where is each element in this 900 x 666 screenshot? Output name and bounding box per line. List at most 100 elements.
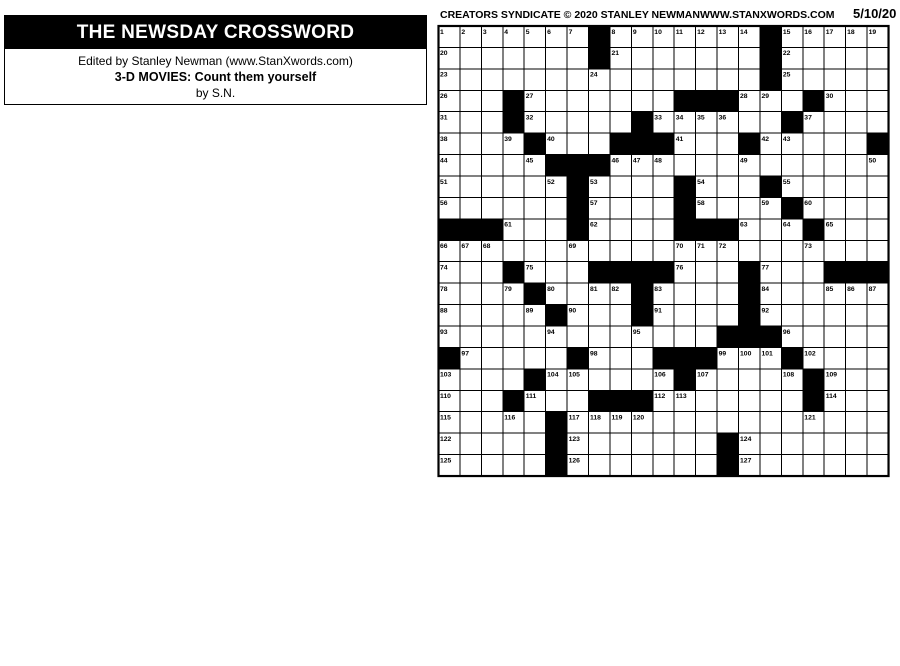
svg-text:73: 73 (804, 243, 812, 250)
svg-text:25: 25 (783, 72, 791, 79)
svg-text:10: 10 (654, 29, 662, 36)
svg-text:15: 15 (783, 29, 791, 36)
svg-text:113: 113 (676, 393, 687, 400)
svg-text:112: 112 (654, 393, 665, 400)
svg-text:27: 27 (526, 93, 534, 100)
svg-text:99: 99 (719, 350, 727, 357)
svg-text:116: 116 (504, 415, 515, 422)
svg-text:106: 106 (654, 372, 666, 379)
svg-text:55: 55 (783, 179, 791, 186)
svg-text:98: 98 (590, 350, 598, 357)
svg-text:53: 53 (590, 179, 598, 186)
svg-text:29: 29 (761, 93, 769, 100)
svg-text:31: 31 (440, 115, 448, 122)
svg-text:119: 119 (611, 415, 622, 422)
svg-text:1: 1 (440, 29, 444, 36)
svg-text:14: 14 (740, 29, 748, 36)
svg-text:47: 47 (633, 157, 641, 164)
svg-text:111: 111 (526, 393, 537, 400)
svg-text:105: 105 (569, 372, 581, 379)
svg-text:12: 12 (697, 29, 705, 36)
svg-text:23: 23 (440, 72, 448, 79)
svg-text:74: 74 (440, 265, 448, 272)
svg-text:68: 68 (483, 243, 491, 250)
svg-text:77: 77 (761, 265, 769, 272)
svg-text:7: 7 (569, 29, 573, 36)
svg-text:103: 103 (440, 372, 452, 379)
svg-text:30: 30 (826, 93, 834, 100)
svg-text:41: 41 (676, 136, 684, 143)
svg-text:57: 57 (590, 200, 598, 207)
svg-text:78: 78 (440, 286, 448, 293)
svg-text:36: 36 (719, 115, 727, 122)
svg-text:124: 124 (740, 436, 752, 443)
svg-text:58: 58 (697, 200, 705, 207)
svg-text:101: 101 (761, 350, 773, 357)
svg-text:19: 19 (869, 29, 877, 36)
svg-text:71: 71 (697, 243, 705, 250)
svg-text:121: 121 (804, 415, 816, 422)
svg-text:44: 44 (440, 157, 448, 164)
svg-text:24: 24 (590, 72, 598, 79)
svg-text:81: 81 (590, 286, 598, 293)
svg-text:118: 118 (590, 415, 601, 422)
svg-text:87: 87 (869, 286, 877, 293)
svg-text:115: 115 (440, 415, 451, 422)
svg-text:96: 96 (783, 329, 791, 336)
svg-text:90: 90 (569, 307, 577, 314)
svg-text:64: 64 (783, 222, 791, 229)
svg-text:88: 88 (440, 307, 448, 314)
svg-text:42: 42 (761, 136, 769, 143)
svg-text:66: 66 (440, 243, 448, 250)
svg-text:35: 35 (697, 115, 705, 122)
svg-text:82: 82 (611, 286, 619, 293)
svg-text:49: 49 (740, 157, 748, 164)
svg-text:65: 65 (826, 222, 834, 229)
svg-text:62: 62 (590, 222, 598, 229)
svg-text:46: 46 (611, 157, 619, 164)
svg-text:86: 86 (847, 286, 855, 293)
svg-text:9: 9 (633, 29, 637, 36)
svg-text:125: 125 (440, 457, 452, 464)
svg-text:84: 84 (761, 286, 769, 293)
svg-text:85: 85 (826, 286, 834, 293)
svg-text:18: 18 (847, 29, 855, 36)
svg-text:80: 80 (547, 286, 555, 293)
svg-text:37: 37 (804, 115, 812, 122)
svg-text:67: 67 (461, 243, 469, 250)
svg-text:120: 120 (633, 415, 645, 422)
svg-text:56: 56 (440, 200, 448, 207)
svg-text:16: 16 (804, 29, 812, 36)
svg-text:8: 8 (611, 29, 615, 36)
svg-text:104: 104 (547, 372, 559, 379)
svg-text:79: 79 (504, 286, 512, 293)
svg-text:17: 17 (826, 29, 834, 36)
svg-text:45: 45 (526, 157, 534, 164)
svg-text:93: 93 (440, 329, 448, 336)
svg-text:117: 117 (569, 415, 580, 422)
svg-text:83: 83 (654, 286, 662, 293)
svg-text:59: 59 (761, 200, 769, 207)
svg-text:100: 100 (740, 350, 752, 357)
svg-text:94: 94 (547, 329, 555, 336)
svg-text:76: 76 (676, 265, 684, 272)
svg-text:51: 51 (440, 179, 448, 186)
svg-text:109: 109 (826, 372, 838, 379)
svg-text:92: 92 (761, 307, 769, 314)
svg-text:26: 26 (440, 93, 448, 100)
svg-text:97: 97 (461, 350, 469, 357)
svg-text:32: 32 (526, 115, 534, 122)
svg-text:28: 28 (740, 93, 748, 100)
svg-text:122: 122 (440, 436, 452, 443)
svg-text:126: 126 (569, 457, 581, 464)
svg-text:2: 2 (461, 29, 465, 36)
svg-text:123: 123 (569, 436, 581, 443)
svg-text:127: 127 (740, 457, 752, 464)
svg-text:39: 39 (504, 136, 512, 143)
svg-text:11: 11 (676, 29, 683, 36)
svg-text:95: 95 (633, 329, 641, 336)
svg-text:91: 91 (654, 307, 662, 314)
svg-text:48: 48 (654, 157, 662, 164)
svg-text:63: 63 (740, 222, 748, 229)
svg-text:40: 40 (547, 136, 555, 143)
